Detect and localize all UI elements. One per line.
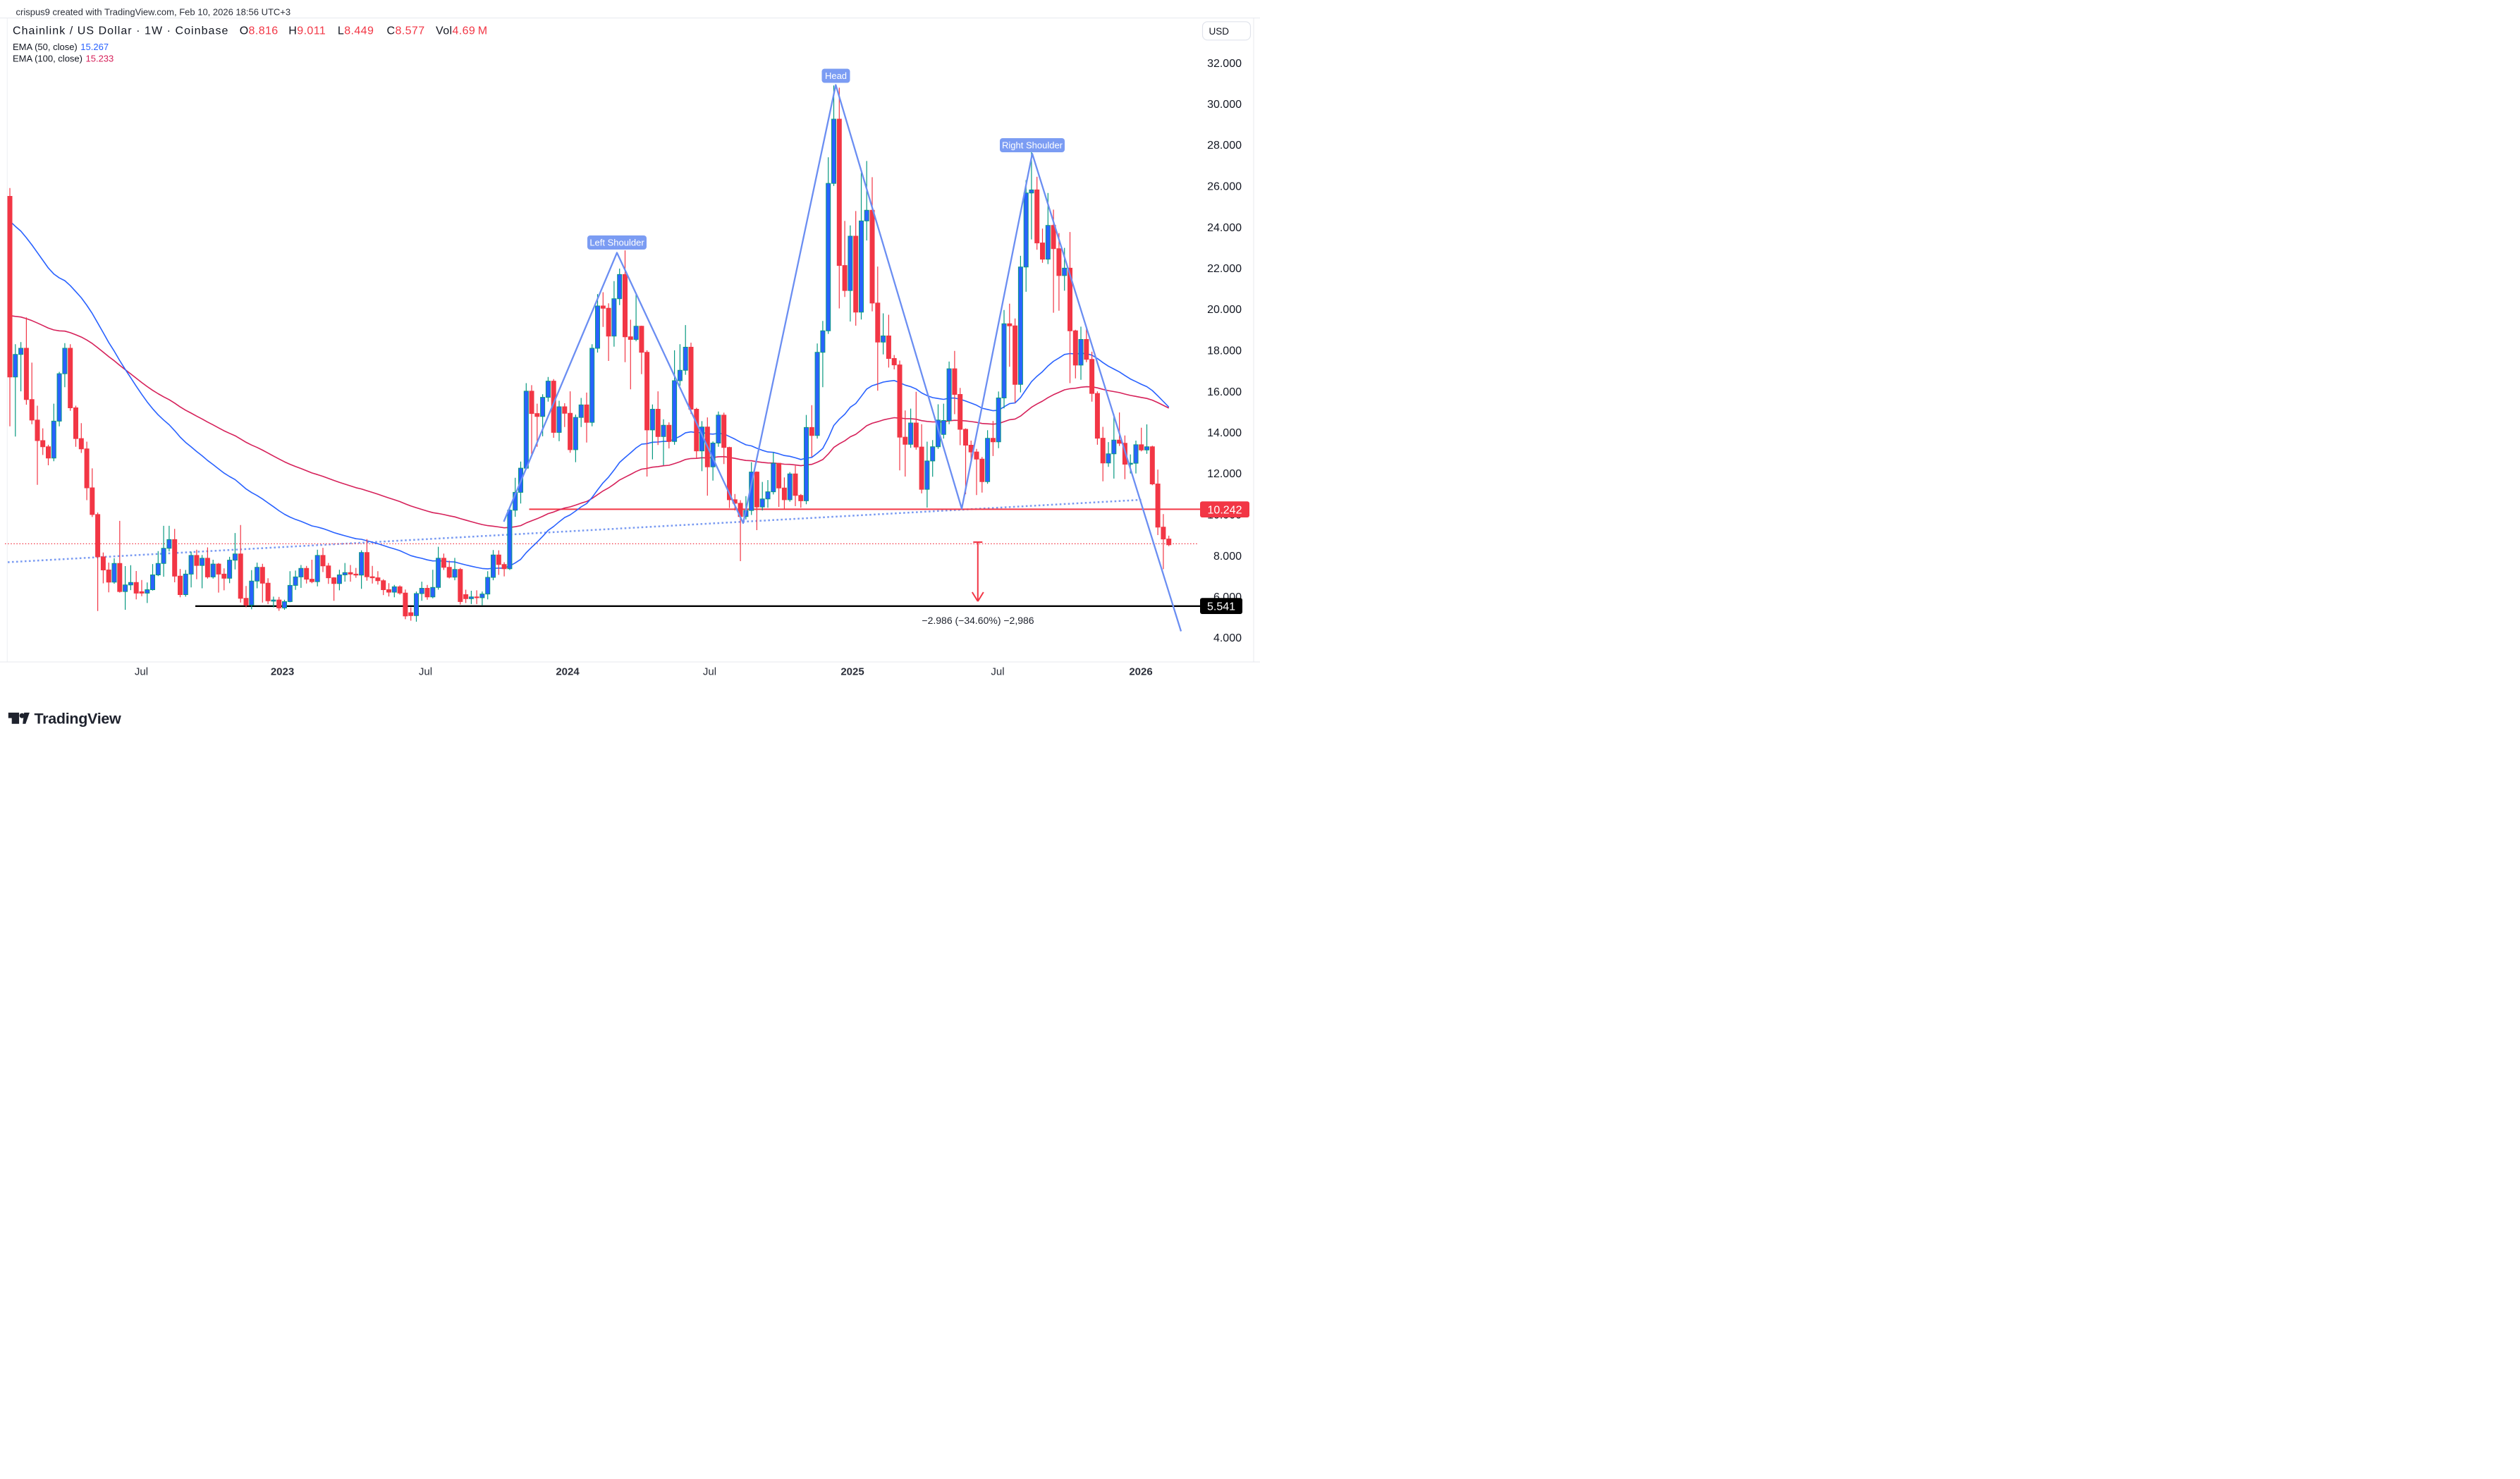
svg-text:30.000: 30.000 bbox=[1207, 99, 1242, 111]
svg-text:5.541: 5.541 bbox=[1207, 601, 1235, 613]
svg-text:16.000: 16.000 bbox=[1207, 386, 1242, 398]
svg-text:Chainlink / US Dollar · 1W · C: Chainlink / US Dollar · 1W · Coinbase bbox=[13, 25, 229, 37]
svg-text:4.000: 4.000 bbox=[1213, 632, 1242, 644]
svg-text:−2.986 (−34.60%) −2,986: −2.986 (−34.60%) −2,986 bbox=[922, 615, 1034, 626]
svg-text:14.000: 14.000 bbox=[1207, 427, 1242, 439]
svg-text:O8.816: O8.816 bbox=[240, 25, 279, 37]
svg-text:TradingView: TradingView bbox=[35, 711, 122, 728]
svg-text:24.000: 24.000 bbox=[1207, 222, 1242, 234]
svg-text:Jul: Jul bbox=[991, 666, 1004, 678]
svg-text:2024: 2024 bbox=[556, 666, 580, 678]
svg-text:10.242: 10.242 bbox=[1208, 504, 1242, 516]
svg-text:32.000: 32.000 bbox=[1207, 58, 1242, 70]
svg-text:2026: 2026 bbox=[1129, 666, 1152, 678]
svg-text:Left Shoulder: Left Shoulder bbox=[589, 238, 644, 248]
svg-text:L8.449: L8.449 bbox=[338, 25, 374, 37]
svg-text:12.000: 12.000 bbox=[1207, 468, 1242, 480]
svg-text:USD: USD bbox=[1209, 26, 1230, 37]
svg-text:Vol4.69 M: Vol4.69 M bbox=[436, 25, 488, 37]
svg-text:22.000: 22.000 bbox=[1207, 263, 1242, 275]
svg-text:EMA (50, close)15.267: EMA (50, close) 15.267 bbox=[13, 42, 109, 52]
svg-text:Head: Head bbox=[825, 70, 847, 81]
svg-text:20.000: 20.000 bbox=[1207, 304, 1242, 316]
svg-text:H9.011: H9.011 bbox=[288, 25, 326, 37]
svg-text:C8.577: C8.577 bbox=[387, 25, 425, 37]
svg-text:Right Shoulder: Right Shoulder bbox=[1002, 140, 1063, 151]
svg-text:26.000: 26.000 bbox=[1207, 181, 1242, 193]
svg-text:18.000: 18.000 bbox=[1207, 345, 1242, 357]
svg-text:8.000: 8.000 bbox=[1213, 551, 1242, 563]
svg-text:Jul: Jul bbox=[419, 666, 432, 678]
svg-text:EMA (100, close)15.233: EMA (100, close) 15.233 bbox=[13, 53, 114, 63]
svg-text:crispus9 created with TradingV: crispus9 created with TradingView.com, F… bbox=[16, 7, 291, 18]
svg-text:Jul: Jul bbox=[135, 666, 148, 678]
svg-text:Jul: Jul bbox=[703, 666, 716, 678]
svg-text:2023: 2023 bbox=[271, 666, 294, 678]
svg-text:2025: 2025 bbox=[840, 666, 864, 678]
svg-text:28.000: 28.000 bbox=[1207, 140, 1242, 152]
